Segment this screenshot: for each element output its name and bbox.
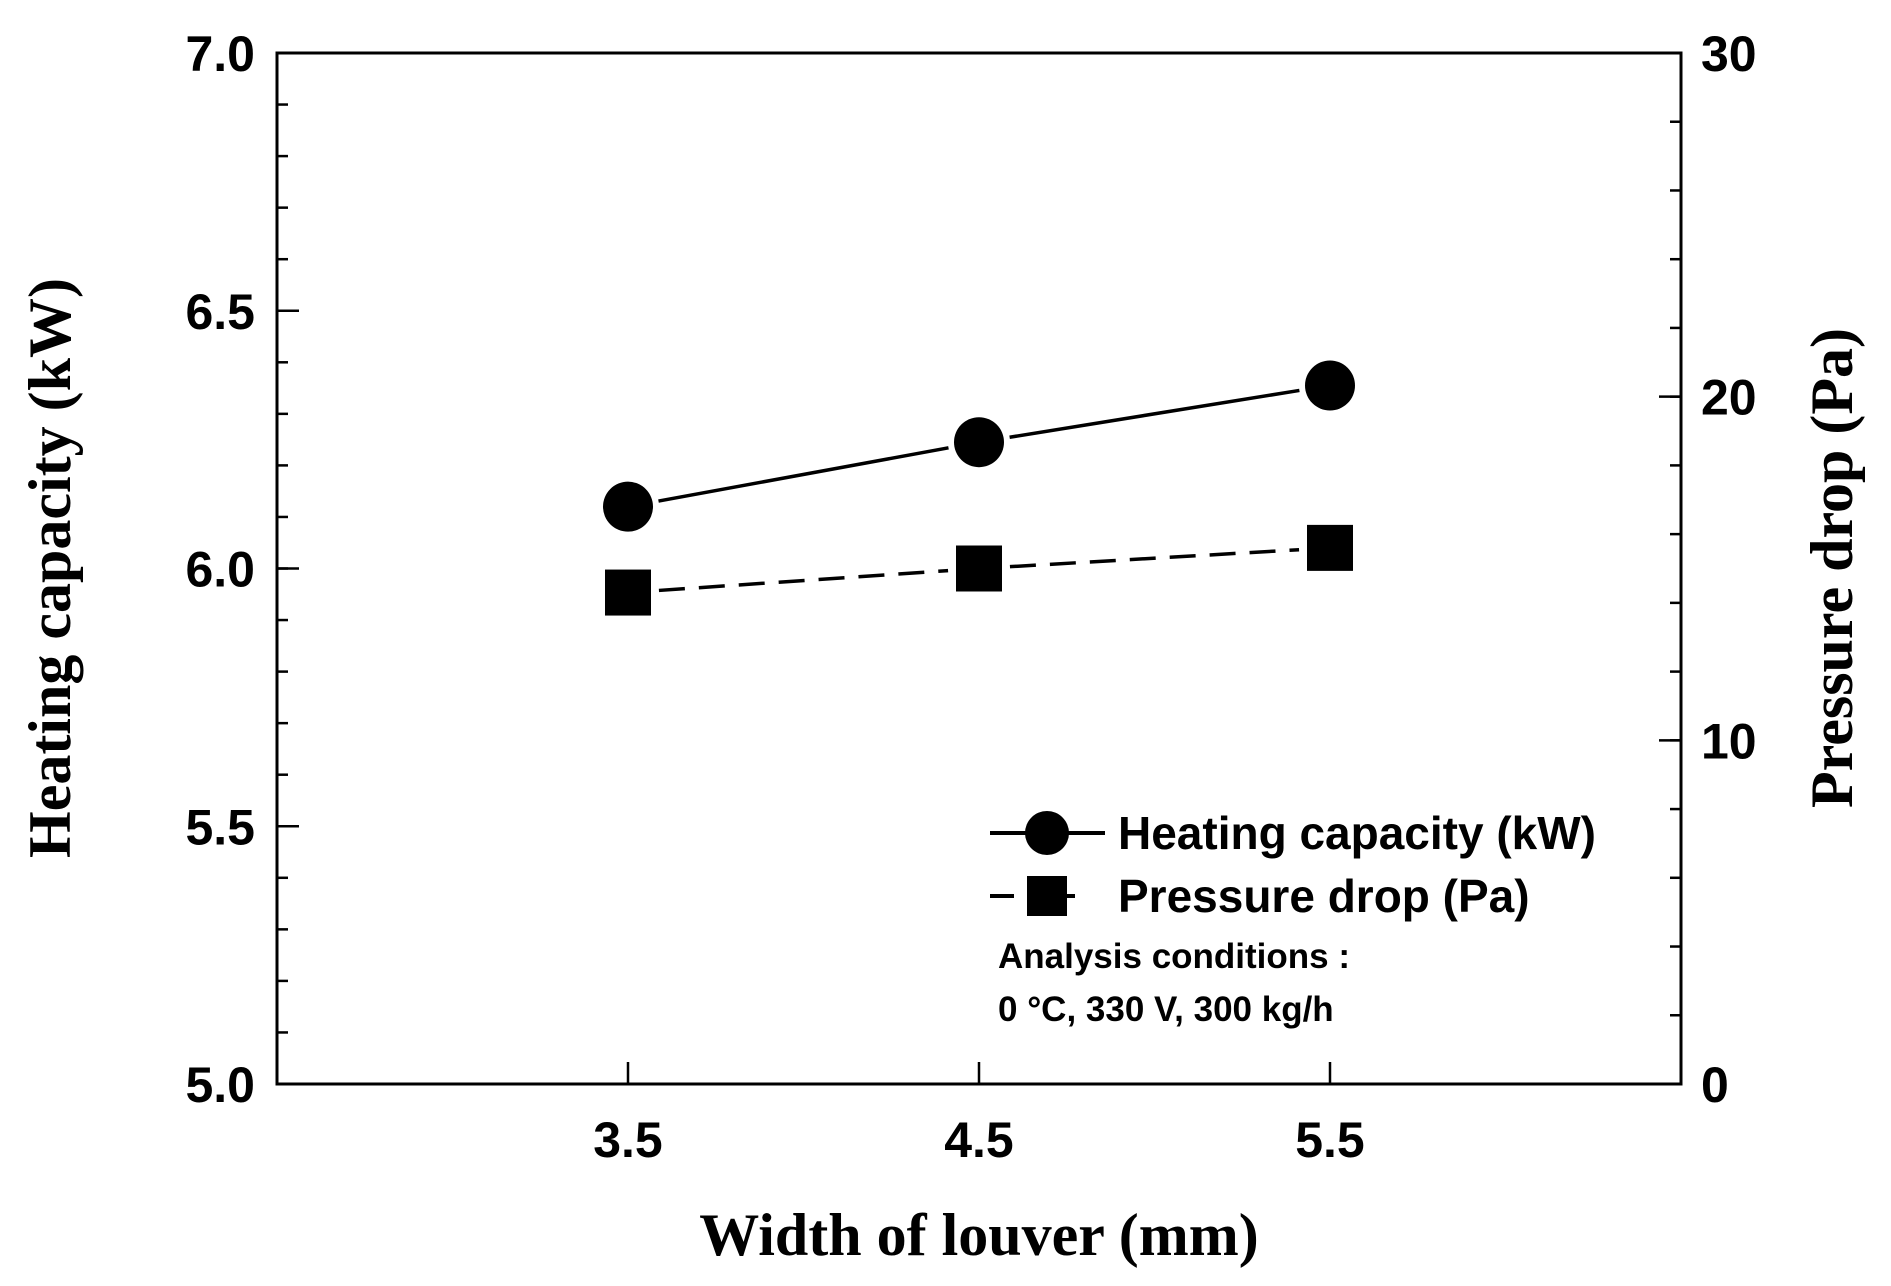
x-axis: 3.5 4.5 5.5 — [593, 1062, 1365, 1168]
y-axis-right: 0 10 20 30 — [1659, 26, 1757, 1113]
legend-label-heating-capacity: Heating capacity (kW) — [1118, 807, 1596, 859]
heating-capacity-point — [603, 481, 653, 532]
y-tick-label: 6.0 — [185, 542, 255, 598]
series-layer — [603, 360, 1355, 616]
pressure-drop-point — [605, 569, 651, 616]
series-0-segment — [1009, 388, 1300, 439]
y-axis-left: 5.0 5.5 6.0 6.5 7.0 — [185, 26, 299, 1113]
legend-label-pressure-drop: Pressure drop (Pa) — [1118, 870, 1530, 922]
y2-tick-label: 0 — [1701, 1057, 1729, 1113]
pressure-drop-point — [1307, 524, 1353, 571]
x-tick-label: 5.5 — [1295, 1112, 1365, 1168]
x-tick-label: 4.5 — [944, 1112, 1014, 1168]
y2-tick-label: 10 — [1701, 713, 1757, 769]
legend-item-pressure-drop: Pressure drop (Pa) — [990, 870, 1530, 922]
y-axis-title: Heating capacity (kW) — [17, 278, 83, 858]
analysis-conditions-label: Analysis conditions : — [998, 937, 1350, 976]
legend: Heating capacity (kW) Pressure drop (Pa)… — [990, 807, 1596, 1029]
series-1-segment — [658, 568, 949, 593]
y-tick-label: 6.5 — [185, 284, 255, 340]
heating-capacity-point — [954, 417, 1004, 468]
legend-item-heating-capacity: Heating capacity (kW) — [990, 807, 1596, 859]
y-tick-label: 7.0 — [185, 26, 255, 82]
analysis-conditions-values: 0 °C, 330 V, 300 kg/h — [998, 990, 1334, 1029]
y2-tick-label: 30 — [1701, 26, 1757, 82]
y-tick-label: 5.5 — [185, 799, 255, 855]
legend-marker-square — [1027, 876, 1067, 916]
y2-tick-label: 20 — [1701, 370, 1757, 426]
x-tick-label: 3.5 — [593, 1112, 663, 1168]
heating-capacity-point — [1305, 360, 1355, 411]
pressure-drop-point — [956, 545, 1002, 592]
y2-axis-title: Pressure drop (Pa) — [1799, 328, 1865, 808]
y-tick-label: 5.0 — [185, 1057, 255, 1113]
x-axis-title: Width of louver (mm) — [699, 1202, 1258, 1268]
series-1-segment — [1009, 547, 1300, 569]
legend-marker-circle — [1025, 811, 1069, 855]
series-0-segment — [658, 446, 949, 503]
